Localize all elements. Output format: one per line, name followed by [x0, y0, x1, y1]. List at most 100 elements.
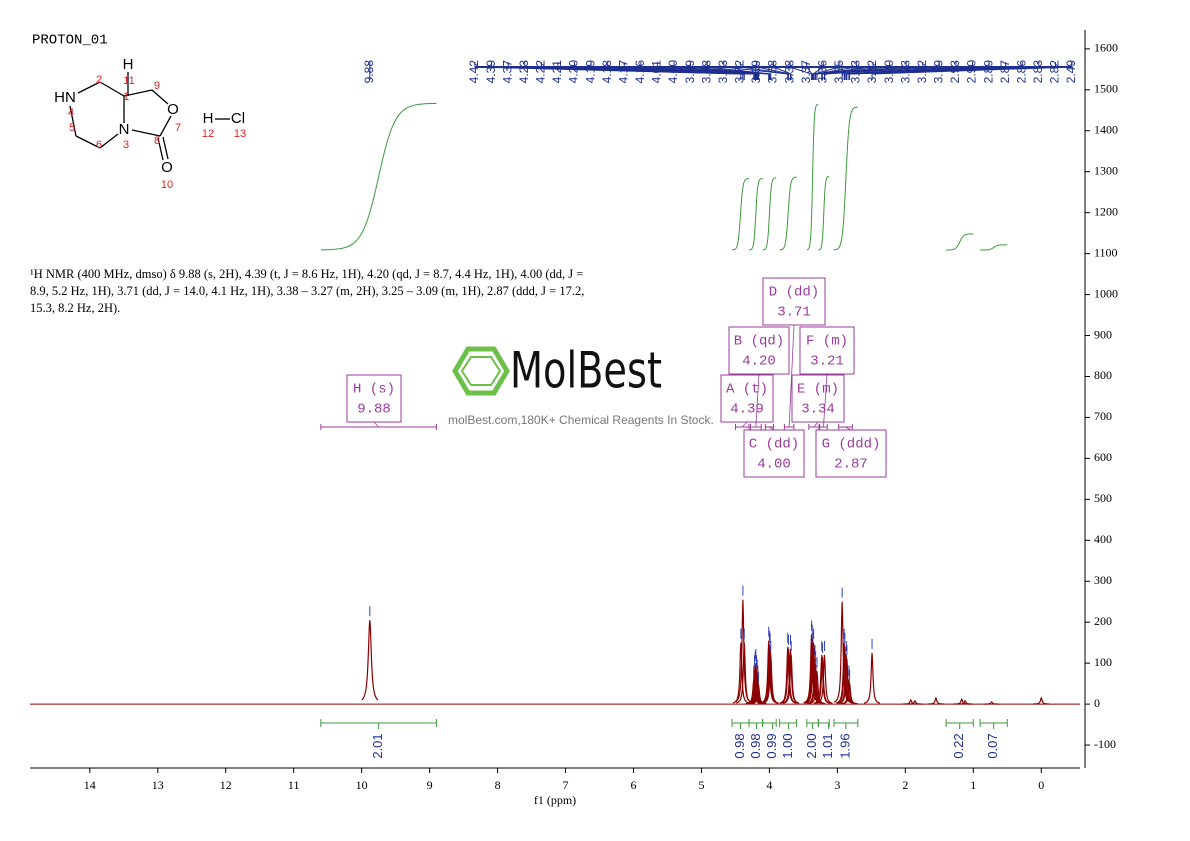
atom-number: 2 — [96, 74, 102, 86]
atom-number: 12 — [202, 128, 214, 140]
peak — [957, 699, 974, 705]
x-tick-label: 1 — [970, 778, 976, 792]
y-tick-label: 1200 — [1094, 204, 1118, 218]
x-tick-label: 13 — [152, 778, 164, 792]
peak-label: 3.68 — [766, 60, 780, 84]
peak — [361, 620, 379, 701]
y-tick-label: 1600 — [1094, 41, 1118, 55]
atom-label: Cl — [231, 110, 245, 127]
chart-title: PROTON_01 — [32, 33, 108, 49]
peak-label-connector — [690, 62, 771, 80]
multiplet-name: B (qd) — [734, 334, 784, 350]
peak-label: 2.90 — [965, 60, 979, 84]
peak — [836, 646, 854, 704]
multiplet-box — [791, 374, 845, 423]
multiplet-shift: 4.20 — [742, 354, 776, 370]
integral-label: 1.00 — [780, 733, 795, 758]
peak-label-connector — [723, 62, 789, 80]
y-tick-label: 1500 — [1094, 82, 1118, 96]
peak-label: 4.17 — [616, 60, 630, 84]
multiplet-shift: 3.21 — [810, 354, 844, 370]
multiplet-box — [743, 429, 805, 478]
peak-label: 2.89 — [981, 60, 995, 84]
x-tick-label: 2 — [902, 778, 908, 792]
multiplet-name: H (s) — [353, 382, 395, 398]
multiplet-name: A (t) — [726, 382, 768, 398]
peak-label: 4.39 — [484, 60, 498, 84]
peak-label-connector — [812, 62, 824, 80]
peak-label-connector — [706, 62, 772, 80]
y-tick-label: 100 — [1094, 655, 1112, 669]
integral-label: 0.22 — [951, 733, 966, 758]
integral-curve — [818, 175, 830, 251]
peak-label: 3.99 — [683, 60, 697, 84]
integral-curve — [762, 177, 777, 251]
y-tick-label: 1000 — [1094, 286, 1118, 300]
x-tick-label: 4 — [766, 778, 772, 792]
peak-label-connector — [823, 62, 940, 80]
multiplet-connector — [813, 421, 819, 428]
multiplet-box — [799, 326, 855, 375]
peak-label: 4.16 — [633, 60, 647, 84]
integral-label: 0.98 — [732, 733, 747, 758]
integral-label: 2.00 — [804, 733, 819, 758]
y-tick-label: 1300 — [1094, 163, 1118, 177]
multiplet-connector — [373, 421, 379, 428]
watermark-brand: MolBest — [510, 342, 662, 400]
multiplet-name: G (ddd) — [822, 437, 881, 453]
multiplet-shift: 3.34 — [801, 402, 835, 418]
integral-label: 1.96 — [837, 733, 852, 758]
peak-label-connector — [806, 62, 813, 80]
integral-label: 2.01 — [370, 733, 385, 758]
peak-label: 4.00 — [666, 60, 680, 84]
peak — [816, 654, 833, 704]
peak-label-connector — [739, 62, 789, 80]
x-tick-label: 0 — [1038, 778, 1044, 792]
x-tick-label: 10 — [356, 778, 368, 792]
multiplet-connector — [755, 373, 760, 428]
peak — [783, 654, 800, 704]
peak — [762, 654, 779, 704]
atom-label: O — [161, 159, 173, 176]
atom-number: 4 — [68, 107, 74, 119]
multiplet-shift: 2.87 — [834, 457, 868, 473]
y-tick-label: 500 — [1094, 491, 1112, 505]
y-tick-label: 200 — [1094, 614, 1112, 628]
peak-label: 4.19 — [583, 60, 597, 84]
nmr-description: ¹H NMR (400 MHz, dmso) δ 9.88 (s, 2H), 4… — [30, 267, 585, 315]
multiplet-box — [346, 374, 402, 423]
peak-label: 3.69 — [749, 60, 763, 84]
multiplet-shift: 4.39 — [730, 402, 764, 418]
integral-curve — [748, 178, 763, 251]
multiplet-box — [720, 374, 774, 423]
integral-label: 0.99 — [764, 733, 779, 758]
integral-curve — [320, 102, 437, 251]
integral-curve — [779, 176, 797, 251]
y-tick-label: -100 — [1094, 737, 1116, 751]
atom-number: 11 — [123, 75, 134, 87]
x-tick-label: 5 — [698, 778, 704, 792]
integral-curve — [732, 178, 750, 251]
x-tick-label: 14 — [84, 778, 96, 792]
peak — [808, 671, 826, 705]
peak — [780, 648, 797, 704]
peak-label-connector — [815, 62, 874, 80]
multiplet-connector — [741, 421, 748, 428]
y-tick-label: 1400 — [1094, 122, 1118, 136]
peak — [841, 683, 858, 705]
peak-label-connector — [816, 62, 891, 80]
peak-label: 3.73 — [716, 60, 730, 84]
peak-label: 4.20 — [567, 60, 581, 84]
peak — [902, 698, 919, 705]
atom-number: 13 — [234, 128, 246, 140]
watermark-logo — [452, 346, 510, 396]
peak-label: 2.86 — [1014, 60, 1028, 84]
multiplet-shift: 9.88 — [357, 402, 391, 418]
peak-label: 4.01 — [650, 60, 664, 84]
multiplet-box — [728, 326, 790, 375]
atom-number: 7 — [175, 122, 181, 134]
peak — [863, 652, 881, 704]
atom-label: HN — [54, 89, 76, 106]
